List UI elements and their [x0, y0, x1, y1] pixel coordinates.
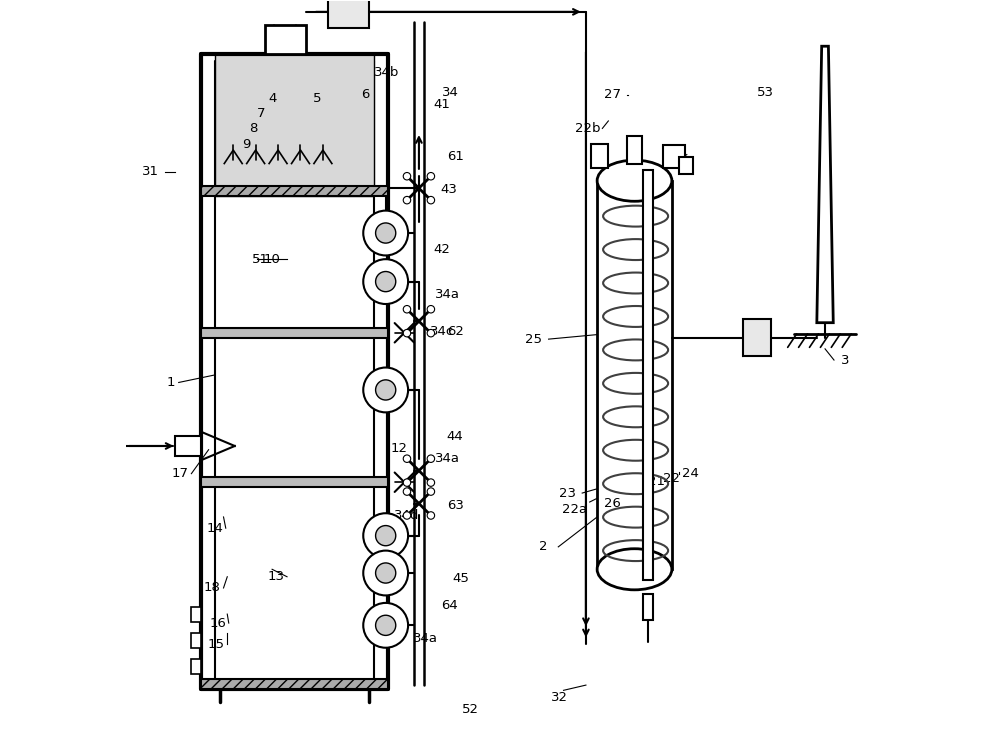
Bar — [627, 136, 642, 164]
Text: 45: 45 — [453, 572, 470, 585]
Ellipse shape — [597, 160, 672, 201]
Circle shape — [427, 329, 435, 337]
Text: 16: 16 — [209, 616, 226, 629]
Bar — [191, 659, 201, 674]
Text: 61: 61 — [447, 150, 464, 164]
Bar — [328, 0, 369, 28]
Circle shape — [376, 526, 396, 546]
Text: 34d: 34d — [394, 509, 419, 522]
Bar — [191, 633, 201, 648]
Circle shape — [427, 455, 435, 463]
Circle shape — [363, 550, 408, 596]
Circle shape — [363, 368, 408, 413]
Text: 34c: 34c — [430, 326, 454, 338]
Bar — [265, 26, 306, 54]
Circle shape — [403, 512, 411, 519]
Text: 9: 9 — [242, 138, 250, 152]
Circle shape — [427, 196, 435, 204]
Bar — [663, 146, 685, 168]
Circle shape — [403, 172, 411, 180]
Polygon shape — [817, 46, 833, 322]
Text: 22a: 22a — [562, 503, 587, 516]
Text: 6: 6 — [361, 88, 370, 101]
Text: 34b: 34b — [374, 66, 399, 79]
Text: 34a: 34a — [435, 288, 460, 301]
Text: 12: 12 — [391, 442, 408, 454]
Text: 23: 23 — [559, 487, 576, 500]
Ellipse shape — [597, 549, 672, 590]
Circle shape — [427, 488, 435, 495]
Bar — [201, 186, 388, 196]
Text: 34a: 34a — [413, 632, 438, 644]
Circle shape — [403, 196, 411, 204]
Circle shape — [427, 305, 435, 313]
Bar — [743, 319, 771, 356]
Bar — [191, 607, 201, 622]
Bar — [201, 477, 388, 487]
Circle shape — [427, 172, 435, 180]
Text: 13: 13 — [267, 570, 284, 584]
Text: 52: 52 — [462, 704, 479, 716]
Text: 17: 17 — [172, 467, 189, 480]
Text: 1: 1 — [167, 376, 175, 389]
Circle shape — [363, 513, 408, 558]
Bar — [591, 144, 608, 168]
Text: 11: 11 — [391, 385, 408, 398]
Text: 53: 53 — [757, 86, 774, 99]
Text: 7: 7 — [257, 107, 265, 120]
Bar — [679, 158, 693, 173]
Bar — [201, 328, 388, 338]
Text: 2: 2 — [539, 540, 548, 554]
Text: 10: 10 — [264, 253, 281, 266]
Circle shape — [403, 455, 411, 463]
Circle shape — [363, 260, 408, 304]
Circle shape — [376, 563, 396, 583]
Text: 4: 4 — [268, 92, 276, 105]
Text: 21: 21 — [648, 475, 665, 488]
Text: 15: 15 — [208, 638, 225, 650]
Circle shape — [427, 512, 435, 519]
Circle shape — [403, 488, 411, 495]
Text: 22: 22 — [663, 472, 680, 484]
Text: 26: 26 — [604, 497, 621, 510]
Text: 31: 31 — [142, 165, 159, 178]
Text: 22b: 22b — [575, 122, 600, 135]
Circle shape — [403, 329, 411, 337]
Text: 43: 43 — [441, 183, 458, 196]
Text: 44: 44 — [447, 430, 464, 442]
Text: 42: 42 — [433, 243, 450, 256]
Bar — [175, 436, 201, 457]
Text: 24: 24 — [682, 467, 699, 480]
Bar — [597, 181, 672, 569]
Circle shape — [403, 305, 411, 313]
Text: 34: 34 — [442, 86, 459, 99]
Text: 51: 51 — [252, 253, 269, 266]
Text: 27: 27 — [604, 88, 621, 101]
Text: 14: 14 — [206, 522, 223, 535]
Text: 32: 32 — [551, 692, 568, 704]
Text: 34a: 34a — [435, 452, 460, 465]
Circle shape — [363, 211, 408, 256]
Bar — [201, 679, 388, 688]
Circle shape — [427, 478, 435, 486]
Circle shape — [363, 603, 408, 648]
Text: 62: 62 — [447, 326, 464, 338]
Circle shape — [376, 380, 396, 400]
Bar — [643, 170, 653, 580]
Bar — [643, 593, 653, 619]
Text: 3: 3 — [841, 353, 849, 367]
Circle shape — [376, 223, 396, 243]
Text: 18: 18 — [204, 581, 221, 595]
Text: 5: 5 — [313, 92, 321, 105]
Text: 64: 64 — [441, 598, 458, 612]
Circle shape — [376, 272, 396, 292]
Bar — [215, 54, 374, 196]
Text: 25: 25 — [525, 333, 542, 346]
Text: 33: 33 — [675, 158, 692, 171]
Text: 8: 8 — [249, 122, 258, 135]
Text: 63: 63 — [447, 500, 464, 512]
Text: 41: 41 — [433, 98, 450, 111]
Circle shape — [376, 615, 396, 635]
Circle shape — [403, 478, 411, 486]
